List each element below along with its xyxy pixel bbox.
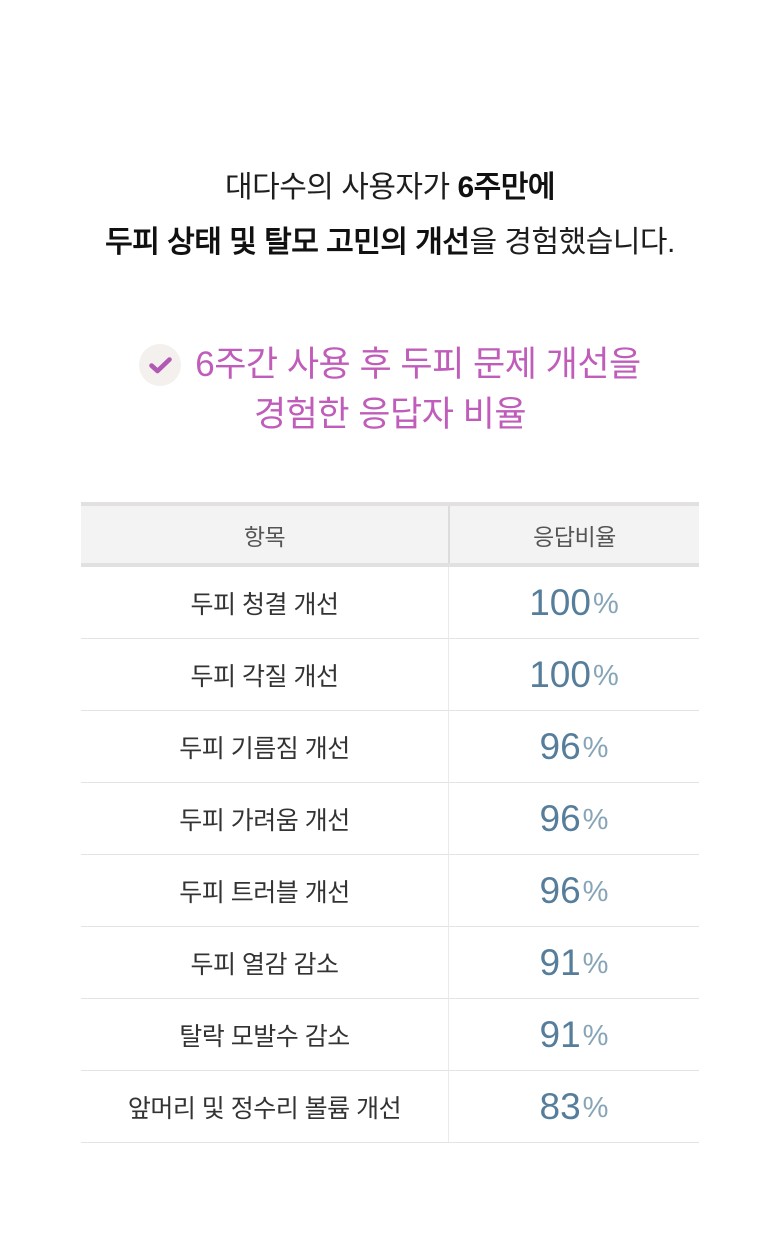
row-label: 두피 트러블 개선 <box>81 855 448 927</box>
row-label: 두피 기름짐 개선 <box>81 711 448 783</box>
percent-sign: % <box>582 803 609 836</box>
subtitle-line1-text: 6주간 사용 후 두피 문제 개선을 <box>195 345 641 384</box>
table-row: 두피 가려움 개선 96% <box>81 783 699 855</box>
percent-sign: % <box>592 587 619 620</box>
table-row: 두피 기름짐 개선 96% <box>81 711 699 783</box>
value-number: 100 <box>529 653 591 695</box>
value-number: 91 <box>539 1013 581 1055</box>
row-label: 탈락 모발수 감소 <box>81 999 448 1071</box>
value-number: 96 <box>539 725 581 767</box>
row-value: 91% <box>448 999 699 1071</box>
table-row: 두피 청결 개선 100% <box>81 567 699 639</box>
headline-line1: 대다수의 사용자가 6주만에 <box>0 160 780 215</box>
row-label: 두피 열감 감소 <box>81 927 448 999</box>
table-header-ratio: 응답비율 <box>448 506 699 563</box>
survey-table: 항목 응답비율 두피 청결 개선 100% 두피 각질 개선 100% 두피 기… <box>81 502 699 1143</box>
table-row: 두피 각질 개선 100% <box>81 639 699 711</box>
table-header-row: 항목 응답비율 <box>81 502 699 567</box>
percent-sign: % <box>592 659 619 692</box>
table-row: 두피 열감 감소 91% <box>81 927 699 999</box>
headline-line2-regular: 을 경험했습니다. <box>469 226 676 259</box>
row-value: 100% <box>448 567 699 639</box>
subtitle-line2: 경험한 응답자 비율 <box>253 395 527 434</box>
row-label: 앞머리 및 정수리 볼륨 개선 <box>81 1071 448 1143</box>
value-number: 100 <box>529 581 591 623</box>
headline-line2: 두피 상태 및 탈모 고민의 개선을 경험했습니다. <box>0 215 780 270</box>
row-value: 83% <box>448 1071 699 1143</box>
percent-sign: % <box>582 731 609 764</box>
row-label: 두피 청결 개선 <box>81 567 448 639</box>
headline-line1-regular: 대다수의 사용자가 <box>225 171 458 204</box>
percent-sign: % <box>582 1091 609 1124</box>
value-number: 96 <box>539 797 581 839</box>
row-label: 두피 가려움 개선 <box>81 783 448 855</box>
percent-sign: % <box>582 947 609 980</box>
survey-results-section: 대다수의 사용자가 6주만에 두피 상태 및 탈모 고민의 개선을 경험했습니다… <box>0 160 780 1143</box>
value-number: 83 <box>539 1085 581 1127</box>
row-value: 96% <box>448 855 699 927</box>
headline-line1-bold: 6주만에 <box>457 171 555 204</box>
percent-sign: % <box>582 875 609 908</box>
check-icon <box>139 344 182 386</box>
table-row: 앞머리 및 정수리 볼륨 개선 83% <box>81 1071 699 1143</box>
table-header-item: 항목 <box>243 523 286 550</box>
headline: 대다수의 사용자가 6주만에 두피 상태 및 탈모 고민의 개선을 경험했습니다… <box>0 160 780 270</box>
row-value: 100% <box>448 639 699 711</box>
subtitle-line1: 6주간 사용 후 두피 문제 개선을 <box>0 340 780 390</box>
row-value: 96% <box>448 711 699 783</box>
value-number: 91 <box>539 941 581 983</box>
row-label: 두피 각질 개선 <box>81 639 448 711</box>
row-value: 96% <box>448 783 699 855</box>
table-row: 두피 트러블 개선 96% <box>81 855 699 927</box>
row-value: 91% <box>448 927 699 999</box>
table-row: 탈락 모발수 감소 91% <box>81 999 699 1071</box>
percent-sign: % <box>582 1019 609 1052</box>
headline-line2-bold: 두피 상태 및 탈모 고민의 개선 <box>105 226 470 259</box>
value-number: 96 <box>539 869 581 911</box>
subtitle: 6주간 사용 후 두피 문제 개선을 경험한 응답자 비율 <box>0 340 780 440</box>
